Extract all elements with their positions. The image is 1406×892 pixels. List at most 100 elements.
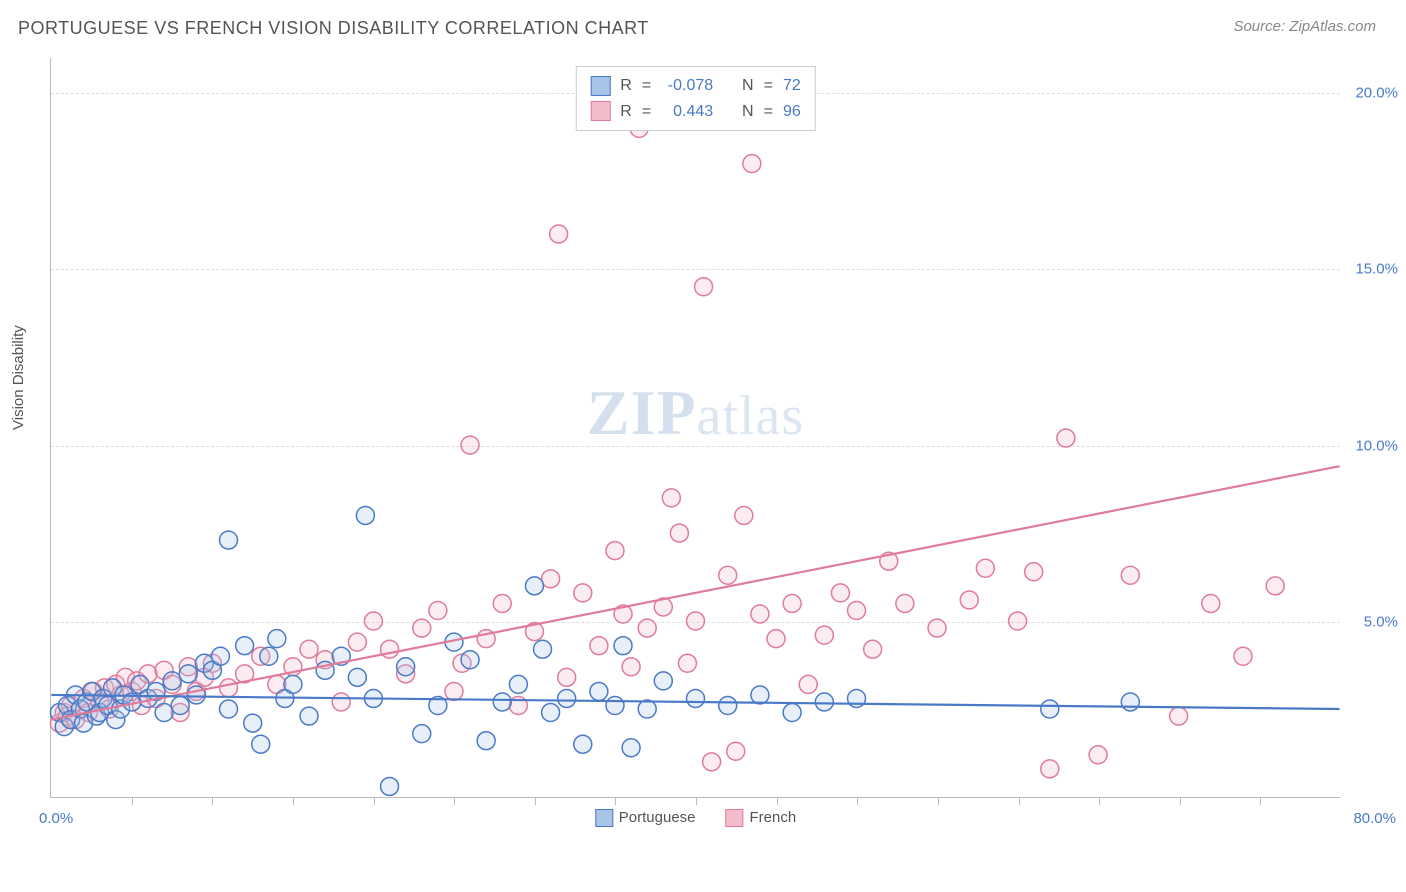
stats-R-label: R: [620, 99, 632, 125]
french-point: [1170, 707, 1188, 725]
x-axis-min-label: 0.0%: [39, 810, 73, 827]
french-point: [976, 559, 994, 577]
stats-N-label: N: [742, 99, 754, 125]
french-point: [783, 594, 801, 612]
portuguese-point: [413, 725, 431, 743]
x-tick: [374, 797, 375, 805]
french-point: [727, 742, 745, 760]
stats-N-value-french: 96: [783, 99, 801, 125]
french-point: [687, 612, 705, 630]
portuguese-point: [381, 777, 399, 795]
portuguese-point: [719, 697, 737, 715]
portuguese-point: [815, 693, 833, 711]
portuguese-point: [509, 675, 527, 693]
portuguese-point: [397, 658, 415, 676]
portuguese-point: [220, 531, 238, 549]
legend-swatch-french: [726, 809, 744, 827]
french-point: [1089, 746, 1107, 764]
x-tick: [1099, 797, 1100, 805]
stats-R-value-french: 0.443: [661, 99, 713, 125]
french-point: [429, 602, 447, 620]
portuguese-point: [493, 693, 511, 711]
stats-R-label: R: [620, 73, 632, 99]
french-point: [638, 619, 656, 637]
portuguese-point: [179, 665, 197, 683]
source-label: Source: ZipAtlas.com: [1233, 18, 1376, 35]
french-point: [815, 626, 833, 644]
french-point: [1009, 612, 1027, 630]
french-point: [864, 640, 882, 658]
x-tick: [777, 797, 778, 805]
x-tick: [938, 797, 939, 805]
french-point: [799, 675, 817, 693]
portuguese-point: [638, 700, 656, 718]
french-point: [461, 436, 479, 454]
chart-area: ZIPatlas 5.0%10.0%15.0%20.0% 0.0% 80.0% …: [50, 58, 1340, 798]
stats-R-value-portuguese: -0.078: [661, 73, 713, 99]
x-tick: [696, 797, 697, 805]
stats-row-portuguese: R=-0.078 N=72: [590, 73, 801, 99]
french-point: [348, 633, 366, 651]
portuguese-point: [534, 640, 552, 658]
portuguese-point: [268, 630, 286, 648]
portuguese-point: [590, 682, 608, 700]
french-point: [751, 605, 769, 623]
portuguese-point: [1121, 693, 1139, 711]
french-point: [1025, 563, 1043, 581]
stats-swatch-portuguese: [590, 76, 610, 96]
portuguese-point: [356, 506, 374, 524]
french-point: [220, 679, 238, 697]
portuguese-point: [244, 714, 262, 732]
french-point: [1234, 647, 1252, 665]
portuguese-point: [187, 686, 205, 704]
x-tick: [132, 797, 133, 805]
y-tick-label: 20.0%: [1355, 85, 1398, 102]
french-point: [848, 602, 866, 620]
french-point: [767, 630, 785, 648]
portuguese-point: [260, 647, 278, 665]
french-point: [381, 640, 399, 658]
stats-eq: =: [764, 73, 773, 99]
portuguese-point: [574, 735, 592, 753]
french-point: [831, 584, 849, 602]
french-point: [662, 489, 680, 507]
stats-N-value-portuguese: 72: [783, 73, 801, 99]
french-trendline: [51, 466, 1339, 719]
french-point: [413, 619, 431, 637]
portuguese-point: [155, 704, 173, 722]
stats-row-french: R=0.443 N=96: [590, 99, 801, 125]
french-point: [896, 594, 914, 612]
stats-legend-box: R=-0.078 N=72R=0.443 N=96: [575, 66, 816, 131]
x-tick: [1180, 797, 1181, 805]
chart-title: PORTUGUESE VS FRENCH VISION DISABILITY C…: [18, 18, 649, 39]
stats-N-label: N: [742, 73, 754, 99]
french-point: [743, 155, 761, 173]
portuguese-point: [606, 697, 624, 715]
french-point: [1041, 760, 1059, 778]
x-tick: [1260, 797, 1261, 805]
legend-swatch-portuguese: [595, 809, 613, 827]
french-point: [670, 524, 688, 542]
x-tick: [615, 797, 616, 805]
stats-swatch-french: [590, 101, 610, 121]
x-tick: [535, 797, 536, 805]
scatter-svg: [51, 58, 1340, 797]
y-axis-label: Vision Disability: [10, 325, 27, 430]
x-tick: [857, 797, 858, 805]
french-point: [445, 682, 463, 700]
french-point: [622, 658, 640, 676]
portuguese-point: [252, 735, 270, 753]
french-point: [960, 591, 978, 609]
stats-eq: =: [642, 99, 651, 125]
french-point: [606, 542, 624, 560]
french-point: [703, 753, 721, 771]
french-point: [928, 619, 946, 637]
legend-bottom: PortugueseFrench: [595, 809, 796, 827]
x-tick: [1019, 797, 1020, 805]
portuguese-point: [558, 689, 576, 707]
legend-item-french: French: [726, 809, 797, 827]
y-tick-label: 5.0%: [1364, 613, 1398, 630]
portuguese-point: [477, 732, 495, 750]
portuguese-point: [687, 689, 705, 707]
french-point: [1202, 594, 1220, 612]
